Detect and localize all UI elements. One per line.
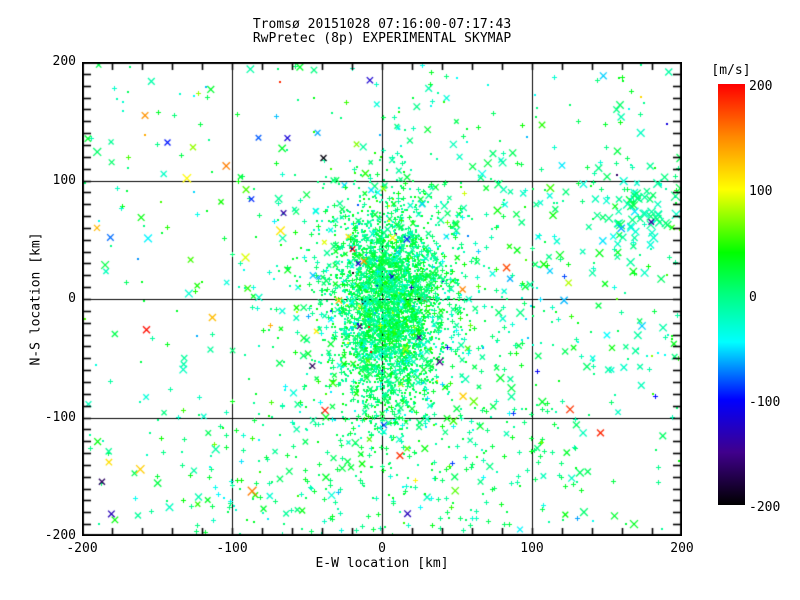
colorbar-gradient: [718, 84, 745, 505]
y-tick-label: 100: [52, 172, 76, 188]
y-tick-label: -100: [44, 409, 76, 425]
y-tick-label: 200: [52, 54, 76, 69]
x-tick-label: -200: [66, 541, 98, 556]
colorbar-tick-label: -100: [749, 394, 781, 410]
plot-title: Tromsø 20151028 07:16:00-07:17:43: [252, 17, 512, 32]
skymap-scatter-canvas: [82, 62, 682, 536]
plot-subtitle: RwPretec (8p) EXPERIMENTAL SKYMAP: [252, 31, 512, 46]
colorbar-tick-label: 100: [749, 184, 773, 200]
x-tick-label: 100: [520, 541, 544, 556]
colorbar-tick-label: 200: [749, 79, 773, 94]
x-tick-label: 0: [378, 541, 386, 556]
x-axis-label: E-W location [km]: [315, 556, 449, 571]
colorbar-tick-label: 0: [749, 289, 757, 305]
colorbar-units-label: [m/s]: [711, 63, 751, 78]
x-tick-label: -100: [216, 541, 248, 556]
colorbar-tick-label: -200: [749, 500, 781, 515]
y-tick-label: 0: [68, 291, 76, 306]
x-tick-label: 200: [670, 541, 694, 556]
y-tick-label: -200: [44, 528, 76, 543]
